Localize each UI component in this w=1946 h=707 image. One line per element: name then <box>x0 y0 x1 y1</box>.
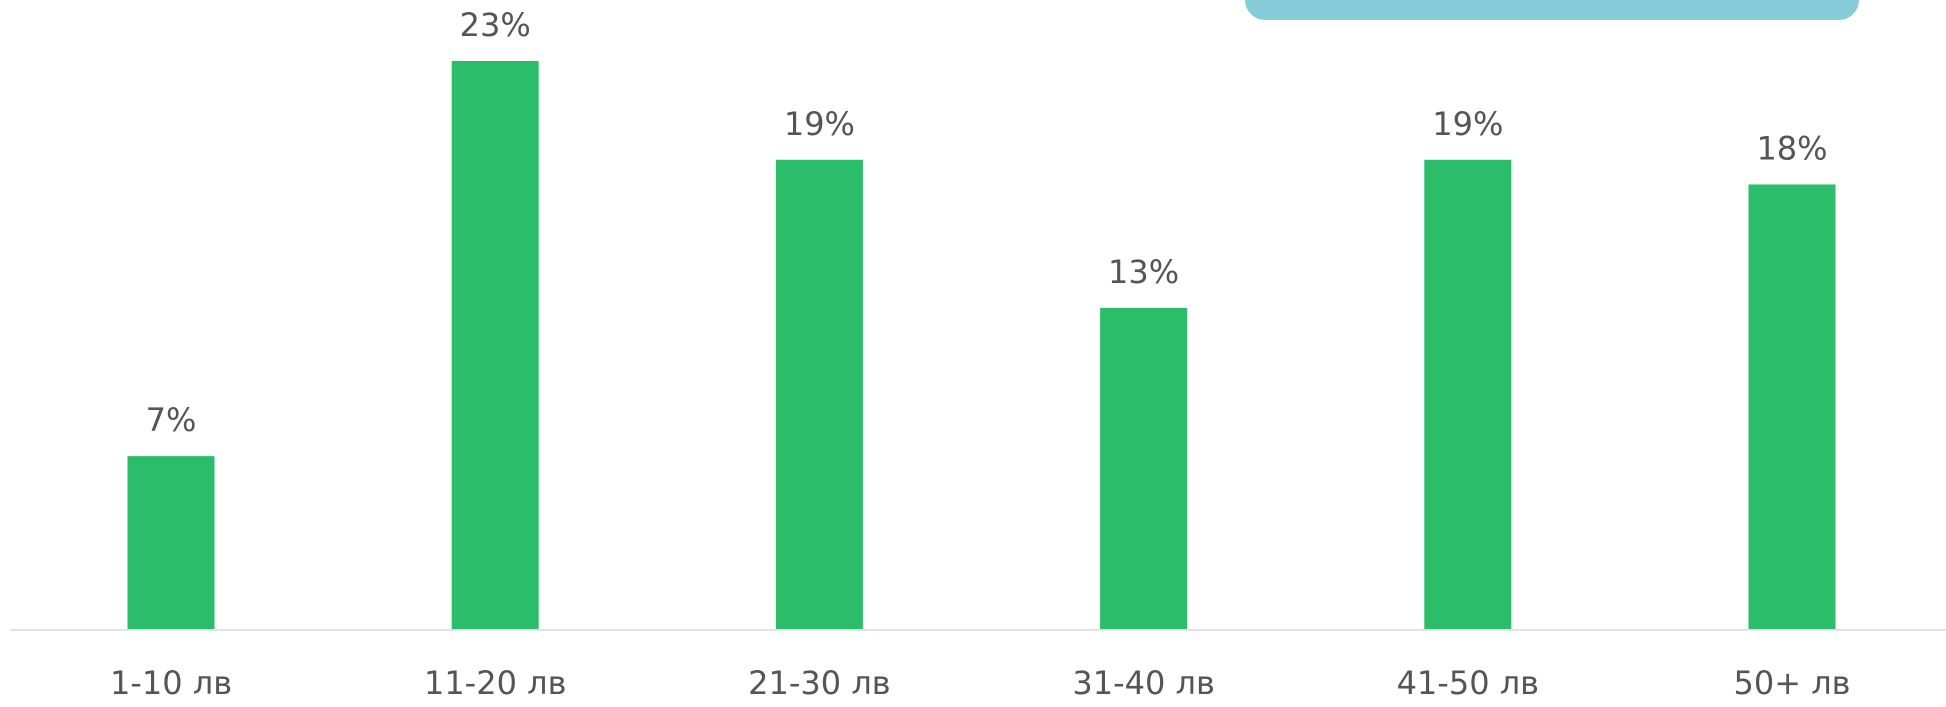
value-label: 23% <box>460 6 531 44</box>
value-label: 19% <box>1432 105 1503 143</box>
x-tick-label: 31-40 лв <box>1072 664 1214 702</box>
bar <box>1424 159 1512 630</box>
top-panel <box>1245 0 1859 20</box>
bar <box>451 61 539 629</box>
bar <box>1100 307 1188 629</box>
x-tick-label: 41-50 лв <box>1397 664 1539 702</box>
bar <box>1748 184 1836 629</box>
x-tick-label: 21-30 лв <box>748 664 890 702</box>
value-label: 7% <box>146 401 197 439</box>
bar <box>775 159 863 630</box>
bar <box>127 456 215 629</box>
value-label: 18% <box>1756 129 1827 167</box>
x-tick-label: 11-20 лв <box>424 664 566 702</box>
value-label: 13% <box>1108 253 1179 291</box>
x-tick-label: 1-10 лв <box>110 664 232 702</box>
value-label: 19% <box>784 105 855 143</box>
x-tick-label: 50+ лв <box>1733 664 1850 702</box>
